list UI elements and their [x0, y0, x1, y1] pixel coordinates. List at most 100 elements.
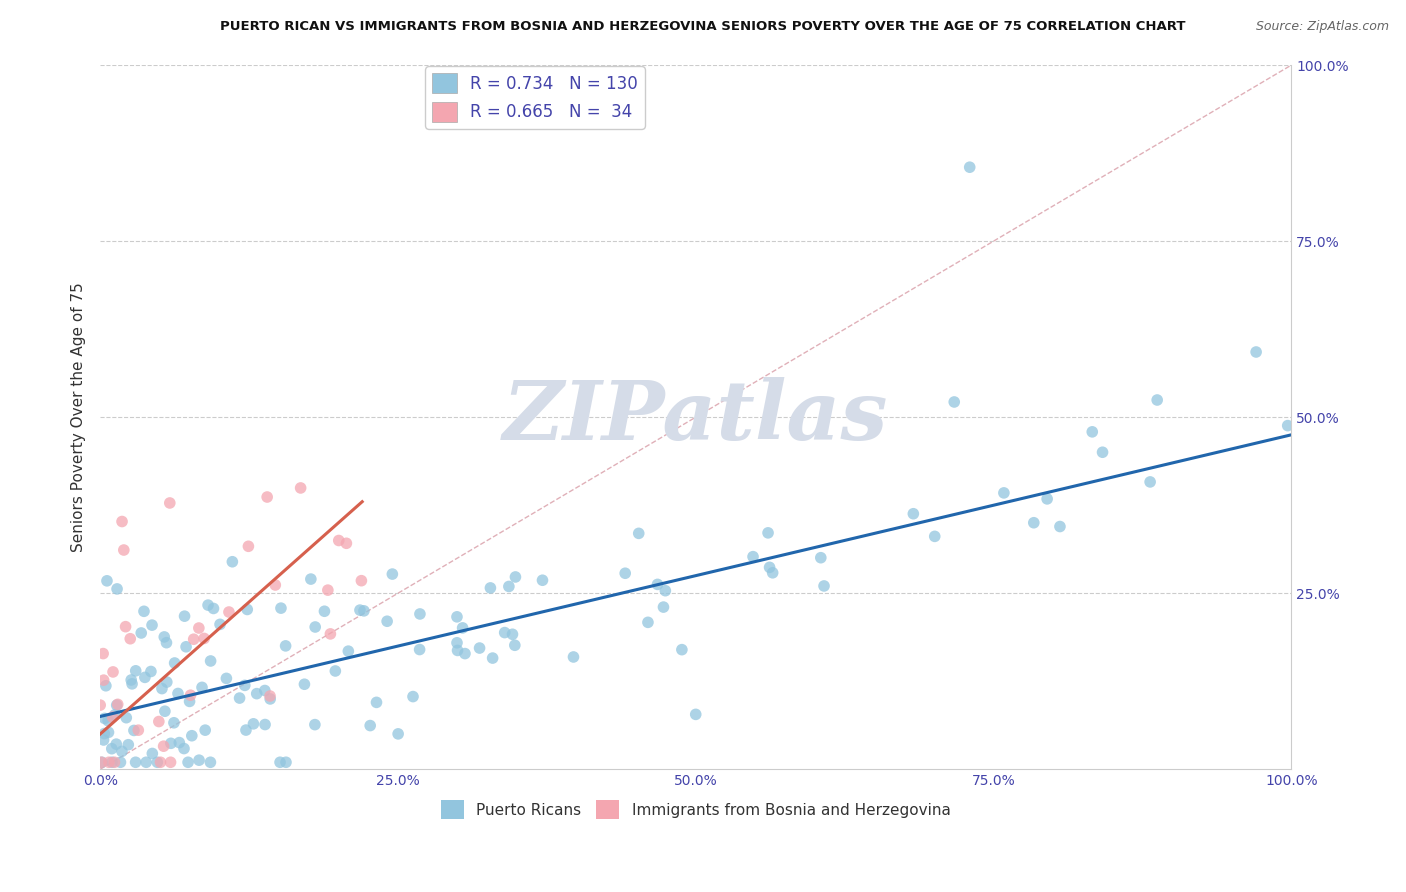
Point — [101, 741, 124, 756]
Point — [924, 529, 946, 543]
Point — [122, 723, 145, 738]
Point — [202, 601, 225, 615]
Point — [228, 691, 250, 706]
Point — [111, 515, 134, 529]
Point — [89, 698, 111, 712]
Point — [115, 711, 138, 725]
Point — [274, 756, 297, 770]
Point — [375, 614, 398, 628]
Point — [117, 738, 139, 752]
Point — [314, 604, 336, 618]
Point — [188, 753, 211, 767]
Point — [993, 486, 1015, 500]
Point — [127, 723, 149, 738]
Point — [156, 675, 179, 690]
Point — [562, 650, 585, 665]
Point — [1146, 392, 1168, 407]
Point — [242, 716, 264, 731]
Point — [238, 539, 260, 553]
Point — [93, 726, 115, 740]
Point — [114, 620, 136, 634]
Point — [101, 756, 124, 770]
Point — [503, 638, 526, 652]
Point — [111, 744, 134, 758]
Point — [1139, 475, 1161, 489]
Point — [197, 598, 219, 612]
Legend: Puerto Ricans, Immigrants from Bosnia and Herzegovina: Puerto Ricans, Immigrants from Bosnia an… — [434, 794, 956, 825]
Point — [193, 632, 215, 646]
Point — [1049, 519, 1071, 533]
Point — [125, 664, 148, 678]
Point — [353, 604, 375, 618]
Point — [742, 549, 765, 564]
Point — [180, 729, 202, 743]
Point — [505, 570, 527, 584]
Point — [319, 627, 342, 641]
Point — [105, 737, 128, 751]
Point — [221, 555, 243, 569]
Point — [132, 604, 155, 618]
Point — [120, 673, 142, 687]
Text: PUERTO RICAN VS IMMIGRANTS FROM BOSNIA AND HERZEGOVINA SENIORS POVERTY OVER THE : PUERTO RICAN VS IMMIGRANTS FROM BOSNIA A… — [221, 20, 1185, 33]
Point — [150, 681, 173, 696]
Point — [173, 609, 195, 624]
Point — [381, 567, 404, 582]
Point — [903, 507, 925, 521]
Text: ZIPatlas: ZIPatlas — [503, 377, 889, 458]
Point — [468, 641, 491, 656]
Point — [1277, 418, 1299, 433]
Point — [304, 620, 326, 634]
Point — [446, 636, 468, 650]
Point — [200, 654, 222, 668]
Point — [139, 665, 162, 679]
Point — [1022, 516, 1045, 530]
Point — [97, 714, 120, 728]
Point — [107, 698, 129, 712]
Point — [316, 583, 339, 598]
Point — [97, 756, 120, 770]
Point — [141, 747, 163, 761]
Point — [256, 490, 278, 504]
Point — [254, 717, 277, 731]
Point — [637, 615, 659, 630]
Point — [146, 756, 169, 770]
Point — [101, 665, 124, 679]
Point — [218, 605, 240, 619]
Point — [177, 756, 200, 770]
Point — [269, 756, 291, 770]
Point — [110, 756, 132, 770]
Point — [153, 630, 176, 644]
Point — [264, 578, 287, 592]
Point — [134, 670, 156, 684]
Point — [446, 643, 468, 657]
Point — [149, 756, 172, 770]
Point — [101, 710, 124, 724]
Point — [758, 560, 780, 574]
Point — [943, 395, 966, 409]
Point — [498, 579, 520, 593]
Point — [959, 160, 981, 174]
Point — [155, 635, 177, 649]
Point — [91, 647, 114, 661]
Point — [1244, 345, 1267, 359]
Point — [121, 677, 143, 691]
Point — [387, 727, 409, 741]
Point — [129, 626, 152, 640]
Text: Source: ZipAtlas.com: Source: ZipAtlas.com — [1256, 20, 1389, 33]
Point — [325, 664, 347, 678]
Point — [112, 543, 135, 558]
Point — [104, 707, 127, 722]
Point — [233, 678, 256, 692]
Point — [501, 627, 523, 641]
Point — [614, 566, 637, 581]
Point — [304, 717, 326, 731]
Point — [494, 625, 516, 640]
Point — [359, 718, 381, 732]
Point — [90, 756, 112, 770]
Point — [183, 632, 205, 647]
Point — [451, 621, 474, 635]
Point — [409, 607, 432, 621]
Point — [97, 725, 120, 739]
Point — [335, 536, 357, 550]
Point — [105, 698, 128, 713]
